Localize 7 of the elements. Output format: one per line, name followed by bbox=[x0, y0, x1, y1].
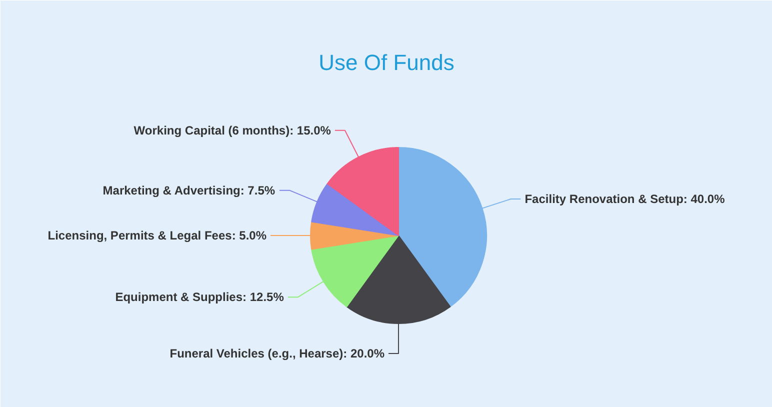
chart-title: Use Of Funds bbox=[318, 50, 454, 75]
slice-label: Funeral Vehicles (e.g., Hearse): 20.0% bbox=[170, 346, 385, 360]
slice-label: Facility Renovation & Setup: 40.0% bbox=[524, 192, 726, 206]
slice-label: Marketing & Advertising: 7.5% bbox=[102, 183, 276, 198]
slice-label: Equipment & Supplies: 12.5% bbox=[115, 290, 284, 304]
slice-label: Working Capital (6 months): 15.0% bbox=[134, 123, 332, 138]
slice-label: Licensing, Permits & Legal Fees: 5.0% bbox=[48, 228, 267, 242]
